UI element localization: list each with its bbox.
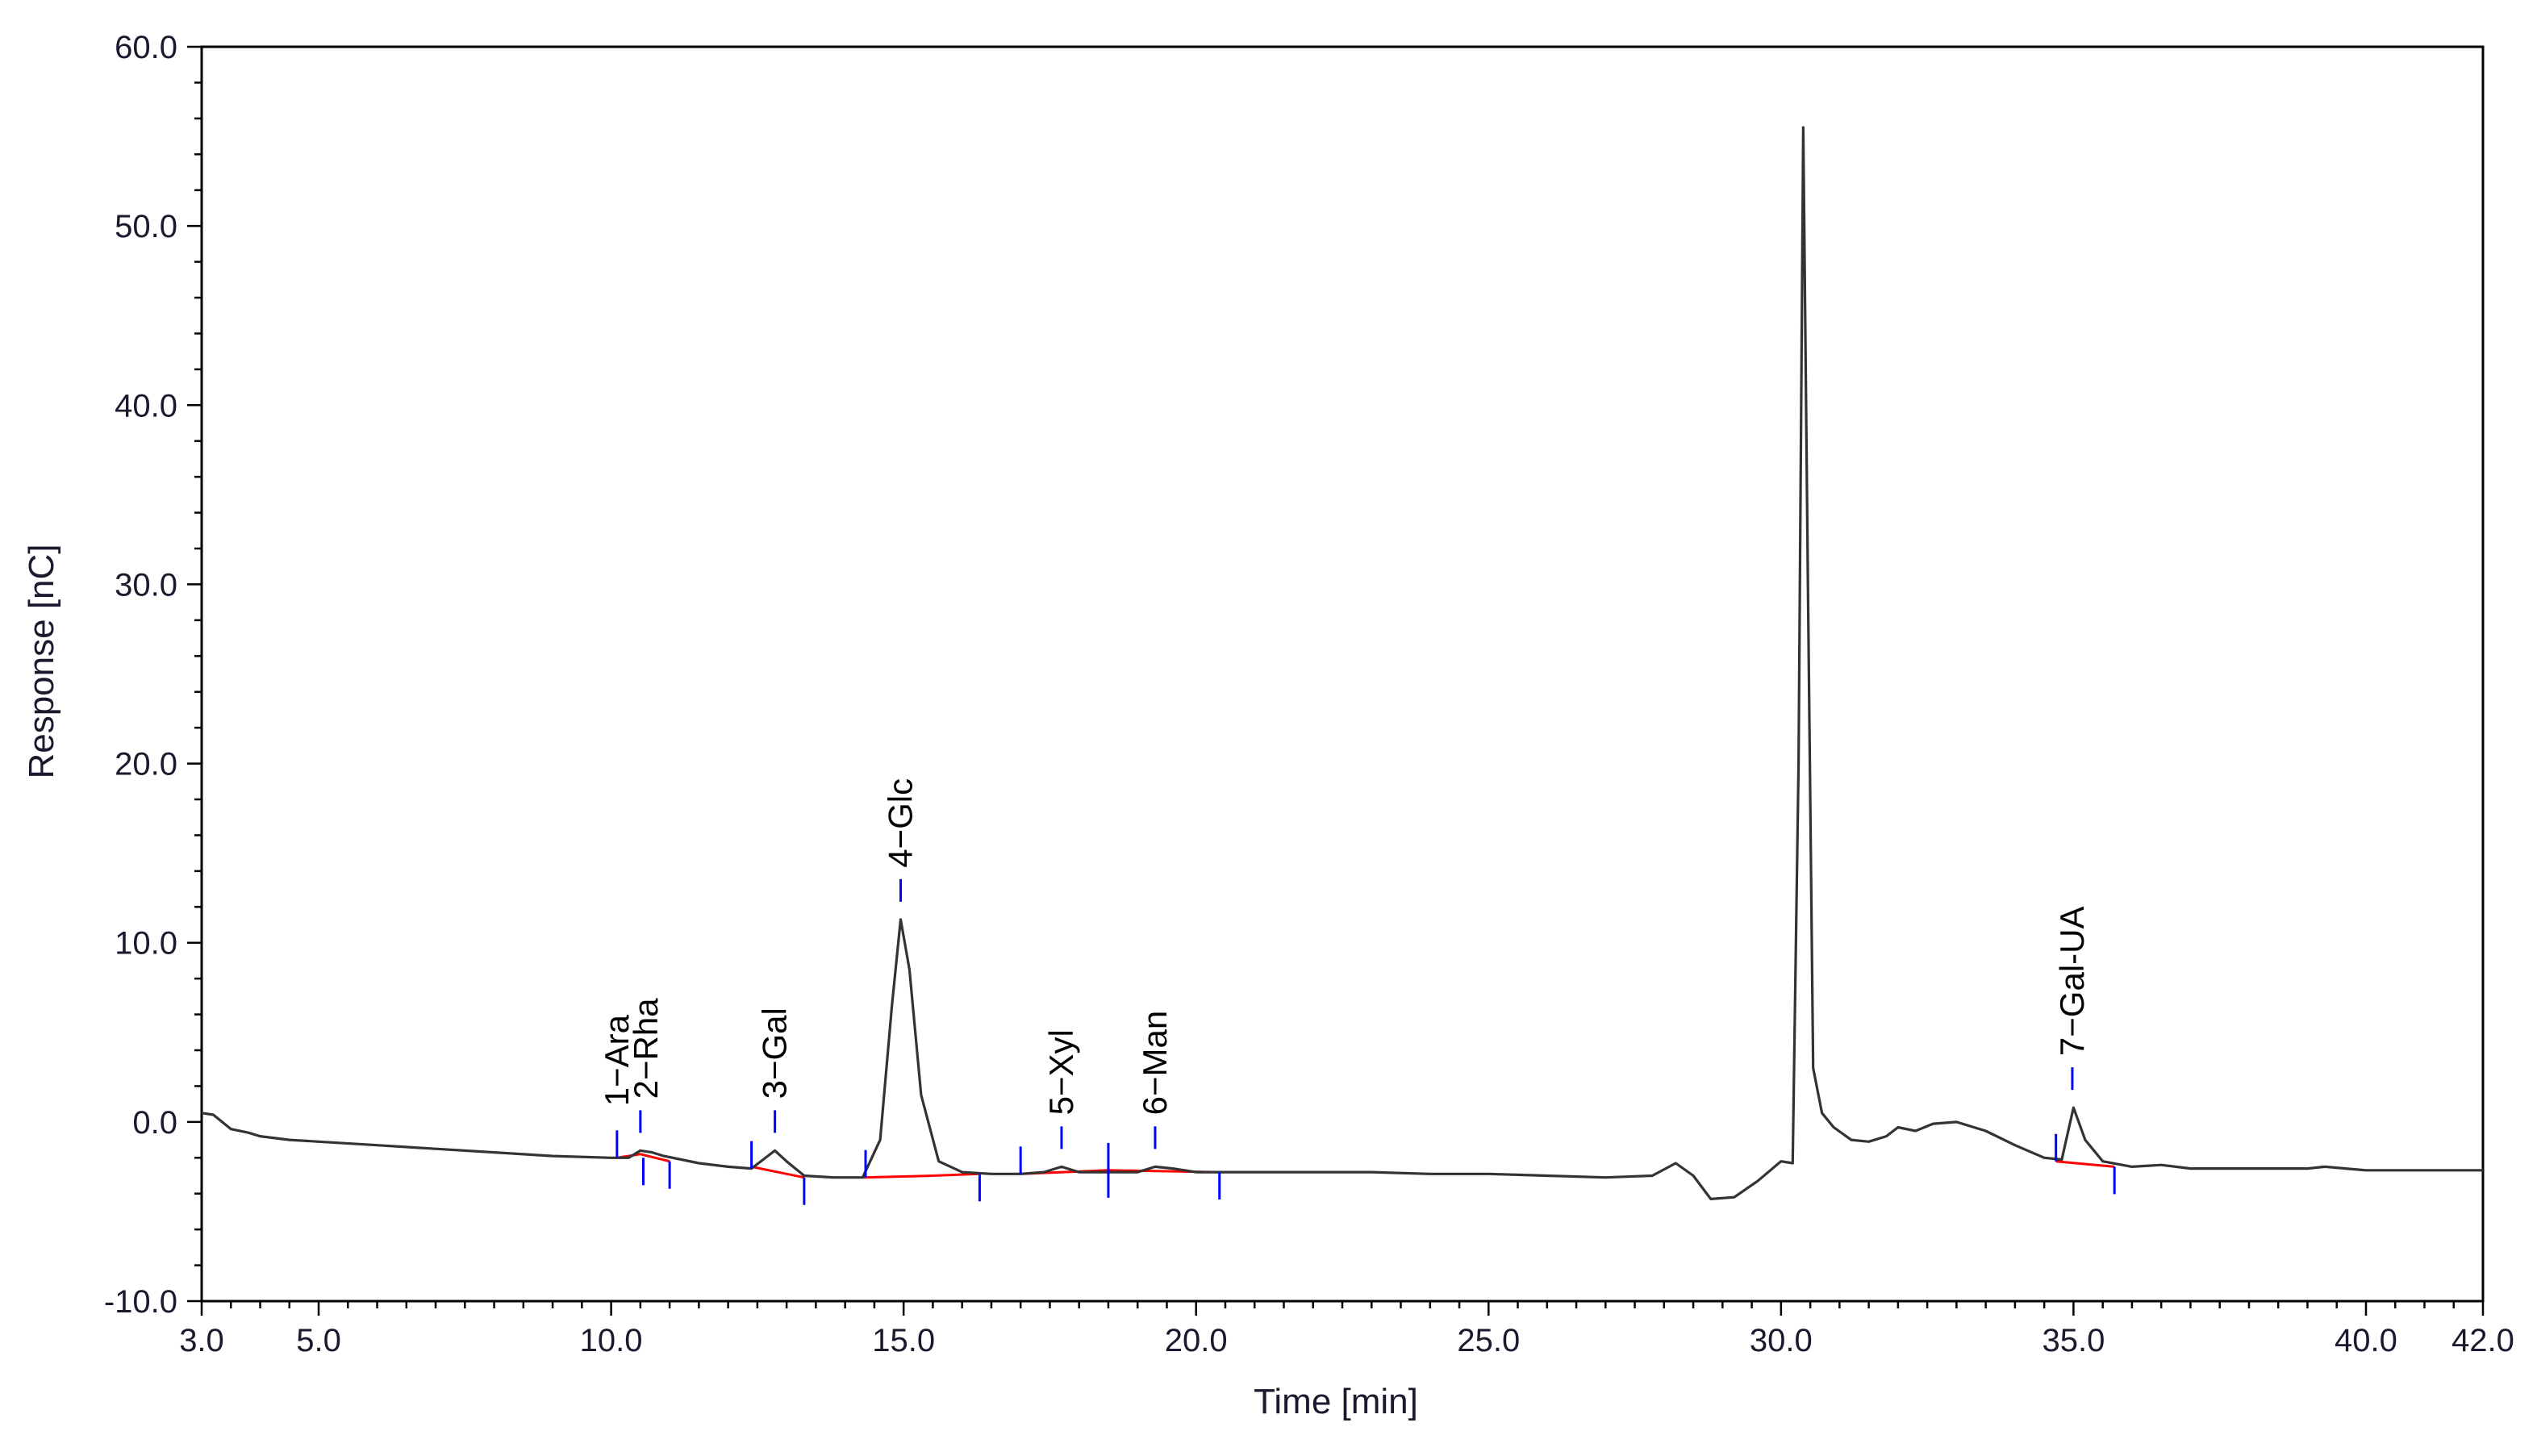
x-tick-label: 40.0 <box>2335 1323 2397 1358</box>
x-axis-label: Time [min] <box>1254 1382 1418 1421</box>
x-tick-label: 3.0 <box>179 1323 224 1358</box>
peak-annotation: 4−Glc <box>882 778 920 868</box>
peak-annotation: 5−Xyl <box>1042 1029 1080 1115</box>
plot-frame <box>200 45 2485 1303</box>
x-tick-label: 15.0 <box>872 1323 935 1358</box>
x-tick-label: 5.0 <box>296 1323 341 1358</box>
y-axis-label: Response [nC] <box>22 544 61 778</box>
peak-annotation: 1−Ara <box>598 1014 636 1106</box>
x-tick-label: 35.0 <box>2042 1323 2105 1358</box>
x-tick-label: 10.0 <box>580 1323 643 1358</box>
x-tick-label: 25.0 <box>1457 1323 1520 1358</box>
y-tick-label: -10.0 <box>104 1284 177 1320</box>
y-tick-label: 20.0 <box>115 747 177 782</box>
peak-annotation: 7−Gal-UA <box>2053 907 2091 1057</box>
y-tick-label: 60.0 <box>115 30 177 65</box>
peak-annotation: 6−Man <box>1136 1011 1174 1116</box>
chromatogram-trace <box>201 126 2483 1201</box>
y-tick-label: 40.0 <box>115 388 177 423</box>
x-tick-label: 42.0 <box>2451 1323 2514 1358</box>
peak-baseline <box>751 1165 805 1179</box>
x-tick-label: 30.0 <box>1750 1323 1813 1358</box>
y-tick-label: 50.0 <box>115 209 177 244</box>
peak-baseline <box>862 1172 980 1179</box>
peak-annotation: 2−Rha <box>627 998 665 1099</box>
y-tick-label: 10.0 <box>115 926 177 962</box>
peak-annotation: 3−Gal <box>756 1008 794 1099</box>
y-tick-label: 30.0 <box>115 567 177 603</box>
x-tick-label: 20.0 <box>1165 1323 1228 1358</box>
y-tick-label: 0.0 <box>132 1105 177 1141</box>
peak-baseline <box>2055 1160 2115 1168</box>
